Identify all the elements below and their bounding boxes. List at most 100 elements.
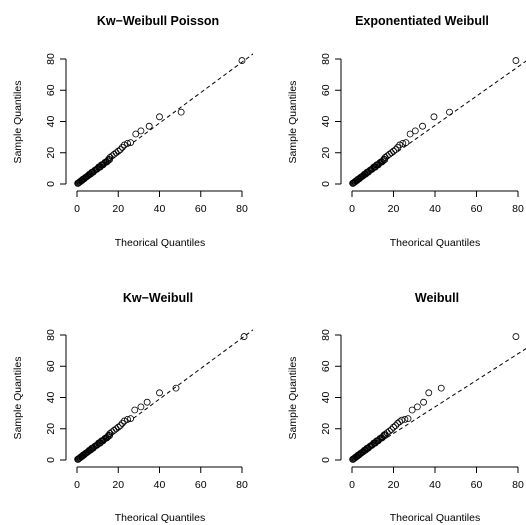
data-point <box>406 130 414 138</box>
data-point <box>124 415 131 423</box>
x-tick-label: 80 <box>512 479 524 491</box>
data-point <box>240 333 248 340</box>
y-tick-label: 80 <box>45 53 57 65</box>
y-tick-label: 20 <box>320 147 332 159</box>
y-tick-label: 0 <box>320 181 332 187</box>
plot-area: 0 20 40 60 80 0 20 40 60 80 <box>45 53 253 215</box>
panel-title: Kw−Weibull Poisson <box>97 14 219 28</box>
data-point <box>396 141 404 149</box>
y-tick-label: 40 <box>320 392 332 404</box>
x-tick-label: 0 <box>74 203 80 215</box>
data-point <box>145 122 153 130</box>
data-point <box>177 108 185 116</box>
data-point <box>430 113 438 121</box>
x-tick-label: 80 <box>512 203 524 215</box>
x-axis-label: Theorical Quantiles <box>115 512 205 524</box>
x-tick-label: 0 <box>349 479 355 491</box>
y-tick-label: 40 <box>45 116 57 128</box>
data-point <box>420 398 427 406</box>
data-point <box>156 113 163 121</box>
y-tick-label: 20 <box>320 423 332 435</box>
x-tick-label: 0 <box>349 203 355 215</box>
y-tick-label: 40 <box>320 116 332 128</box>
data-point <box>392 422 399 430</box>
data-point <box>402 139 410 146</box>
x-tick-label: 60 <box>195 479 207 491</box>
y-tick-label: 80 <box>320 329 332 341</box>
y-tick-label: 0 <box>320 457 332 463</box>
data-point <box>172 384 180 392</box>
reference-line <box>76 53 253 185</box>
data-point <box>413 403 421 411</box>
data-point <box>425 389 433 397</box>
y-tick-label: 80 <box>45 329 57 341</box>
x-tick-label: 40 <box>429 203 441 215</box>
data-point <box>132 130 140 138</box>
data-point <box>104 433 112 441</box>
data-point <box>379 157 387 165</box>
y-axis-label: Sample Quantiles <box>287 81 299 164</box>
data-point <box>446 108 453 116</box>
plot-area: 0 20 40 60 80 0 20 40 60 80 <box>320 329 526 491</box>
data-point <box>143 398 151 406</box>
data-point <box>419 122 426 130</box>
y-tick-label: 0 <box>45 181 57 187</box>
data-point <box>156 389 163 397</box>
panel-title: Weibull <box>415 291 459 305</box>
data-point <box>394 143 402 151</box>
data-point <box>401 415 409 423</box>
panel-kw-weibull-poisson: Kw−Weibull Poisson Theorical Quantiles S… <box>12 14 253 249</box>
data-point <box>127 139 135 146</box>
x-tick-label: 0 <box>74 479 80 491</box>
data-point <box>121 141 128 149</box>
reference-line <box>351 60 526 185</box>
x-tick-label: 60 <box>471 203 483 215</box>
data-point <box>114 147 122 155</box>
panel-kw-weibull: Kw−Weibull Theorical Quantiles Sample Qu… <box>12 291 253 524</box>
data-point <box>512 333 520 340</box>
x-tick-label: 20 <box>388 203 400 215</box>
data-point <box>127 415 135 422</box>
y-tick-label: 60 <box>320 84 332 96</box>
x-tick-label: 20 <box>388 479 400 491</box>
y-tick-label: 60 <box>45 84 57 96</box>
data-point <box>399 139 407 147</box>
y-tick-label: 40 <box>45 392 57 404</box>
x-tick-label: 20 <box>112 479 124 491</box>
data-point <box>404 415 412 422</box>
data-point <box>131 406 139 414</box>
data-point <box>398 416 406 424</box>
x-tick-label: 80 <box>236 203 248 215</box>
plot-area: 0 20 40 60 80 0 20 40 60 80 <box>320 53 526 215</box>
panel-exponentiated-weibull: Exponentiated Weibull Theorical Quantile… <box>287 14 526 249</box>
data-point <box>437 384 445 392</box>
y-tick-label: 60 <box>320 360 332 372</box>
data-point <box>385 427 393 435</box>
panel-title: Exponentiated Weibull <box>355 14 489 28</box>
data-point <box>124 139 131 147</box>
x-tick-label: 80 <box>236 479 248 491</box>
data-point <box>137 127 145 135</box>
data-point <box>114 423 122 431</box>
x-tick-label: 40 <box>154 479 166 491</box>
data-point <box>388 426 395 433</box>
x-tick-label: 40 <box>154 203 166 215</box>
x-tick-label: 40 <box>429 479 441 491</box>
reference-line <box>76 329 253 461</box>
x-tick-label: 20 <box>112 203 124 215</box>
y-tick-label: 0 <box>45 457 57 463</box>
y-tick-label: 60 <box>45 360 57 372</box>
x-axis-label: Theorical Quantiles <box>390 512 480 524</box>
data-point <box>104 157 112 165</box>
y-axis-label: Sample Quantiles <box>287 357 299 440</box>
data-point <box>408 406 416 414</box>
y-axis-label: Sample Quantiles <box>12 357 24 440</box>
y-tick-label: 20 <box>45 423 57 435</box>
x-tick-label: 60 <box>471 479 483 491</box>
data-point <box>238 57 246 64</box>
y-axis-label: Sample Quantiles <box>12 81 24 164</box>
data-point <box>116 422 124 430</box>
x-axis-label: Theorical Quantiles <box>390 237 480 249</box>
panel-title: Kw−Weibull <box>123 291 193 305</box>
